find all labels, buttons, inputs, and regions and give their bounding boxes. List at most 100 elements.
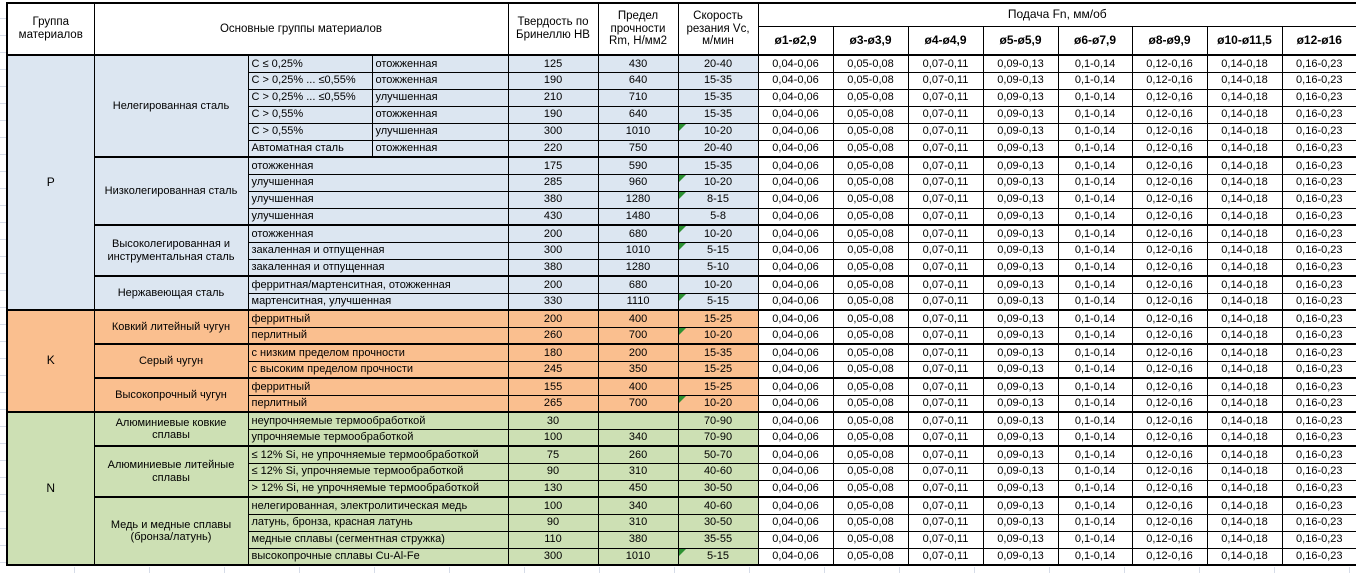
cell-feed-value[interactable]: 0,05-0,08 <box>832 326 909 345</box>
cell-feed-value[interactable]: 0,09-0,13 <box>982 547 1059 566</box>
cell-feed-value[interactable]: 0,14-0,18 <box>1206 360 1283 379</box>
cell-feed-value[interactable]: 0,07-0,11 <box>907 377 984 396</box>
cell-cutting-speed[interactable]: 5-15 <box>677 292 759 311</box>
cell-description[interactable]: ферритная/мартенситная, отожженная <box>247 275 509 294</box>
cell-feed-value[interactable]: 0,1-0,14 <box>1057 275 1133 294</box>
cell-feed-value[interactable]: 0,04-0,06 <box>757 54 834 73</box>
cell-feed-value[interactable]: 0,12-0,16 <box>1131 54 1208 73</box>
cell-state[interactable]: улучшенная <box>371 122 509 141</box>
cell-strength-rm[interactable]: 700 <box>597 394 679 413</box>
cell-feed-value[interactable]: 0,1-0,14 <box>1057 479 1133 498</box>
cell-feed-value[interactable]: 0,12-0,16 <box>1131 530 1208 549</box>
header-feed-d3[interactable]: ø4-ø4,9 <box>907 25 984 56</box>
header-material-group[interactable]: Группа материалов <box>6 2 95 56</box>
cell-composition[interactable]: C > 0,25% ... ≤0,55% <box>247 71 373 90</box>
cell-feed-value[interactable]: 0,16-0,23 <box>1281 496 1356 515</box>
cell-feed-value[interactable]: 0,07-0,11 <box>907 224 984 243</box>
cell-strength-rm[interactable]: 350 <box>597 360 679 379</box>
cell-subgroup-name[interactable]: Ковкий литейный чугун <box>93 309 249 345</box>
cell-hardness-hb[interactable]: 90 <box>507 462 599 481</box>
cell-feed-value[interactable]: 0,04-0,06 <box>757 207 834 226</box>
cell-feed-value[interactable]: 0,07-0,11 <box>907 428 984 447</box>
cell-strength-rm[interactable]: 310 <box>597 513 679 532</box>
cell-feed-value[interactable]: 0,07-0,11 <box>907 292 984 311</box>
cell-feed-value[interactable]: 0,1-0,14 <box>1057 445 1133 464</box>
cell-feed-value[interactable]: 0,14-0,18 <box>1206 411 1283 430</box>
cell-cutting-speed[interactable]: 5-8 <box>677 207 759 226</box>
cell-feed-value[interactable]: 0,05-0,08 <box>832 445 909 464</box>
cell-description[interactable]: неупрочняемые термообработкой <box>247 411 509 430</box>
cell-feed-value[interactable]: 0,12-0,16 <box>1131 292 1208 311</box>
cell-feed-value[interactable]: 0,1-0,14 <box>1057 394 1133 413</box>
cell-feed-value[interactable]: 0,04-0,06 <box>757 88 834 107</box>
cell-group-code[interactable]: P <box>6 54 95 311</box>
cell-feed-value[interactable]: 0,07-0,11 <box>907 258 984 277</box>
cell-cutting-speed[interactable]: 40-60 <box>677 496 759 515</box>
cell-feed-value[interactable]: 0,12-0,16 <box>1131 428 1208 447</box>
cell-feed-value[interactable]: 0,14-0,18 <box>1206 190 1283 209</box>
cell-hardness-hb[interactable]: 260 <box>507 326 599 345</box>
cell-feed-value[interactable]: 0,14-0,18 <box>1206 105 1283 124</box>
cell-strength-rm[interactable]: 340 <box>597 496 679 515</box>
cell-description[interactable]: с низким пределом прочности <box>247 343 509 362</box>
cell-cutting-speed[interactable]: 5-15 <box>677 241 759 260</box>
cell-feed-value[interactable]: 0,07-0,11 <box>907 105 984 124</box>
cell-feed-value[interactable]: 0,12-0,16 <box>1131 360 1208 379</box>
cell-strength-rm[interactable]: 1010 <box>597 122 679 141</box>
cell-feed-value[interactable]: 0,14-0,18 <box>1206 462 1283 481</box>
cell-cutting-speed[interactable]: 35-55 <box>677 530 759 549</box>
cell-hardness-hb[interactable]: 245 <box>507 360 599 379</box>
cell-feed-value[interactable]: 0,1-0,14 <box>1057 139 1133 158</box>
cell-feed-value[interactable]: 0,05-0,08 <box>832 547 909 566</box>
cell-feed-value[interactable]: 0,04-0,06 <box>757 71 834 90</box>
cell-composition[interactable]: C > 0,25% ... ≤0,55% <box>247 88 373 107</box>
cell-feed-value[interactable]: 0,16-0,23 <box>1281 479 1356 498</box>
cell-strength-rm[interactable]: 200 <box>597 343 679 362</box>
cell-feed-value[interactable]: 0,04-0,06 <box>757 496 834 515</box>
cell-feed-value[interactable]: 0,1-0,14 <box>1057 326 1133 345</box>
cell-feed-value[interactable]: 0,04-0,06 <box>757 547 834 566</box>
cell-group-code[interactable]: N <box>6 411 95 566</box>
cell-feed-value[interactable]: 0,1-0,14 <box>1057 258 1133 277</box>
cell-feed-value[interactable]: 0,12-0,16 <box>1131 207 1208 226</box>
cell-strength-rm[interactable]: 680 <box>597 224 679 243</box>
cell-subgroup-name[interactable]: Нержавеющая сталь <box>93 275 249 311</box>
cell-feed-value[interactable]: 0,07-0,11 <box>907 496 984 515</box>
cell-description[interactable]: отожженная <box>247 156 509 175</box>
cell-composition[interactable]: C > 0,55% <box>247 122 373 141</box>
cell-feed-value[interactable]: 0,16-0,23 <box>1281 394 1356 413</box>
cell-feed-value[interactable]: 0,05-0,08 <box>832 122 909 141</box>
cell-feed-value[interactable]: 0,05-0,08 <box>832 156 909 175</box>
cell-strength-rm[interactable]: 340 <box>597 428 679 447</box>
cell-feed-value[interactable]: 0,16-0,23 <box>1281 292 1356 311</box>
cell-feed-value[interactable]: 0,14-0,18 <box>1206 275 1283 294</box>
cell-feed-value[interactable]: 0,09-0,13 <box>982 326 1059 345</box>
cell-feed-value[interactable]: 0,04-0,06 <box>757 156 834 175</box>
cell-feed-value[interactable]: 0,16-0,23 <box>1281 156 1356 175</box>
cell-feed-value[interactable]: 0,09-0,13 <box>982 71 1059 90</box>
cell-feed-value[interactable]: 0,12-0,16 <box>1131 445 1208 464</box>
cell-feed-value[interactable]: 0,05-0,08 <box>832 88 909 107</box>
cell-feed-value[interactable]: 0,1-0,14 <box>1057 190 1133 209</box>
cell-strength-rm[interactable]: 310 <box>597 462 679 481</box>
cell-feed-value[interactable]: 0,14-0,18 <box>1206 326 1283 345</box>
cell-feed-value[interactable]: 0,09-0,13 <box>982 292 1059 311</box>
cell-feed-value[interactable]: 0,09-0,13 <box>982 241 1059 260</box>
cell-feed-value[interactable]: 0,14-0,18 <box>1206 377 1283 396</box>
cell-feed-value[interactable]: 0,14-0,18 <box>1206 394 1283 413</box>
cell-subgroup-name[interactable]: Алюминиевые ковкие сплавы <box>93 411 249 447</box>
cell-feed-value[interactable]: 0,14-0,18 <box>1206 241 1283 260</box>
cell-hardness-hb[interactable]: 190 <box>507 71 599 90</box>
cell-cutting-speed[interactable]: 50-70 <box>677 445 759 464</box>
cell-composition[interactable]: C ≤ 0,25% <box>247 54 373 73</box>
cell-strength-rm[interactable]: 590 <box>597 156 679 175</box>
cell-feed-value[interactable]: 0,1-0,14 <box>1057 496 1133 515</box>
cell-strength-rm[interactable]: 640 <box>597 105 679 124</box>
cell-feed-value[interactable]: 0,05-0,08 <box>832 513 909 532</box>
cell-description[interactable]: высокопрочные сплавы Cu-Al-Fe <box>247 547 509 566</box>
cell-feed-value[interactable]: 0,12-0,16 <box>1131 122 1208 141</box>
cell-feed-value[interactable]: 0,07-0,11 <box>907 462 984 481</box>
cell-feed-value[interactable]: 0,05-0,08 <box>832 207 909 226</box>
cell-feed-value[interactable]: 0,04-0,06 <box>757 428 834 447</box>
cell-description[interactable]: упрочняемые термообработкой <box>247 428 509 447</box>
